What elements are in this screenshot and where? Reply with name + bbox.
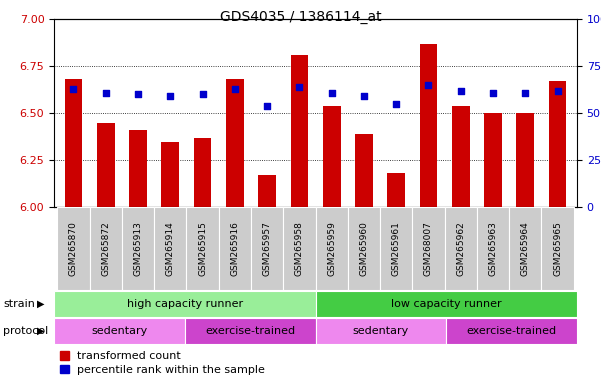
Bar [387, 174, 405, 207]
Bar [484, 113, 502, 207]
Text: ▶: ▶ [37, 299, 44, 309]
Bar [446, 318, 577, 344]
Point [359, 93, 369, 99]
Text: GSM265958: GSM265958 [295, 221, 304, 276]
Text: GSM265914: GSM265914 [166, 221, 175, 276]
Text: GSM265963: GSM265963 [489, 221, 498, 276]
Bar [64, 79, 82, 207]
FancyBboxPatch shape [412, 207, 445, 290]
Bar [54, 291, 316, 317]
FancyBboxPatch shape [477, 207, 509, 290]
Point [391, 101, 401, 107]
Text: exercise-trained: exercise-trained [466, 326, 557, 336]
Text: high capacity runner: high capacity runner [127, 299, 243, 309]
Point [165, 93, 175, 99]
FancyBboxPatch shape [122, 207, 154, 290]
Bar [323, 106, 341, 207]
Point [294, 84, 304, 90]
Point [553, 88, 563, 94]
FancyBboxPatch shape [542, 207, 574, 290]
Text: GSM265961: GSM265961 [392, 221, 401, 276]
FancyBboxPatch shape [219, 207, 251, 290]
Bar [355, 134, 373, 207]
Bar [97, 123, 115, 207]
Text: GSM268007: GSM268007 [424, 221, 433, 276]
Bar [549, 81, 567, 207]
Text: exercise-trained: exercise-trained [205, 326, 295, 336]
Text: GSM265960: GSM265960 [359, 221, 368, 276]
Point [198, 91, 207, 98]
Point [230, 86, 240, 92]
Point [488, 89, 498, 96]
FancyBboxPatch shape [509, 207, 542, 290]
Bar [162, 142, 179, 207]
Text: GSM265962: GSM265962 [456, 221, 465, 276]
Text: GSM265965: GSM265965 [553, 221, 562, 276]
Point [69, 86, 78, 92]
FancyBboxPatch shape [57, 207, 90, 290]
Bar [419, 44, 438, 207]
Text: sedentary: sedentary [91, 326, 148, 336]
FancyBboxPatch shape [186, 207, 219, 290]
Text: GSM265915: GSM265915 [198, 221, 207, 276]
Point [520, 89, 530, 96]
Text: GSM265916: GSM265916 [230, 221, 239, 276]
Text: GSM265870: GSM265870 [69, 221, 78, 276]
Bar [129, 130, 147, 207]
Text: GSM265872: GSM265872 [101, 221, 110, 276]
Text: GSM265964: GSM265964 [521, 221, 530, 276]
Point [456, 88, 466, 94]
FancyBboxPatch shape [283, 207, 316, 290]
Bar [452, 106, 469, 207]
Point [262, 103, 272, 109]
FancyBboxPatch shape [316, 207, 348, 290]
FancyBboxPatch shape [348, 207, 380, 290]
Bar [185, 318, 316, 344]
FancyBboxPatch shape [380, 207, 412, 290]
Point [327, 89, 337, 96]
Point [424, 82, 433, 88]
Text: GSM265959: GSM265959 [327, 221, 336, 276]
Text: strain: strain [3, 299, 35, 309]
Text: protocol: protocol [3, 326, 48, 336]
Text: GSM265913: GSM265913 [133, 221, 142, 276]
FancyBboxPatch shape [251, 207, 283, 290]
Text: low capacity runner: low capacity runner [391, 299, 502, 309]
FancyBboxPatch shape [90, 207, 122, 290]
Point [101, 89, 111, 96]
FancyBboxPatch shape [154, 207, 186, 290]
FancyBboxPatch shape [445, 207, 477, 290]
Text: ▶: ▶ [37, 326, 44, 336]
Text: GDS4035 / 1386114_at: GDS4035 / 1386114_at [220, 10, 381, 23]
Bar [194, 138, 212, 207]
Bar [54, 318, 185, 344]
Bar [316, 291, 577, 317]
Point [133, 91, 143, 98]
Bar [290, 55, 308, 207]
Text: GSM265957: GSM265957 [263, 221, 272, 276]
Legend: transformed count, percentile rank within the sample: transformed count, percentile rank withi… [59, 351, 265, 375]
Text: sedentary: sedentary [353, 326, 409, 336]
Bar [226, 79, 244, 207]
Bar [258, 175, 276, 207]
Bar [516, 113, 534, 207]
Bar [316, 318, 446, 344]
